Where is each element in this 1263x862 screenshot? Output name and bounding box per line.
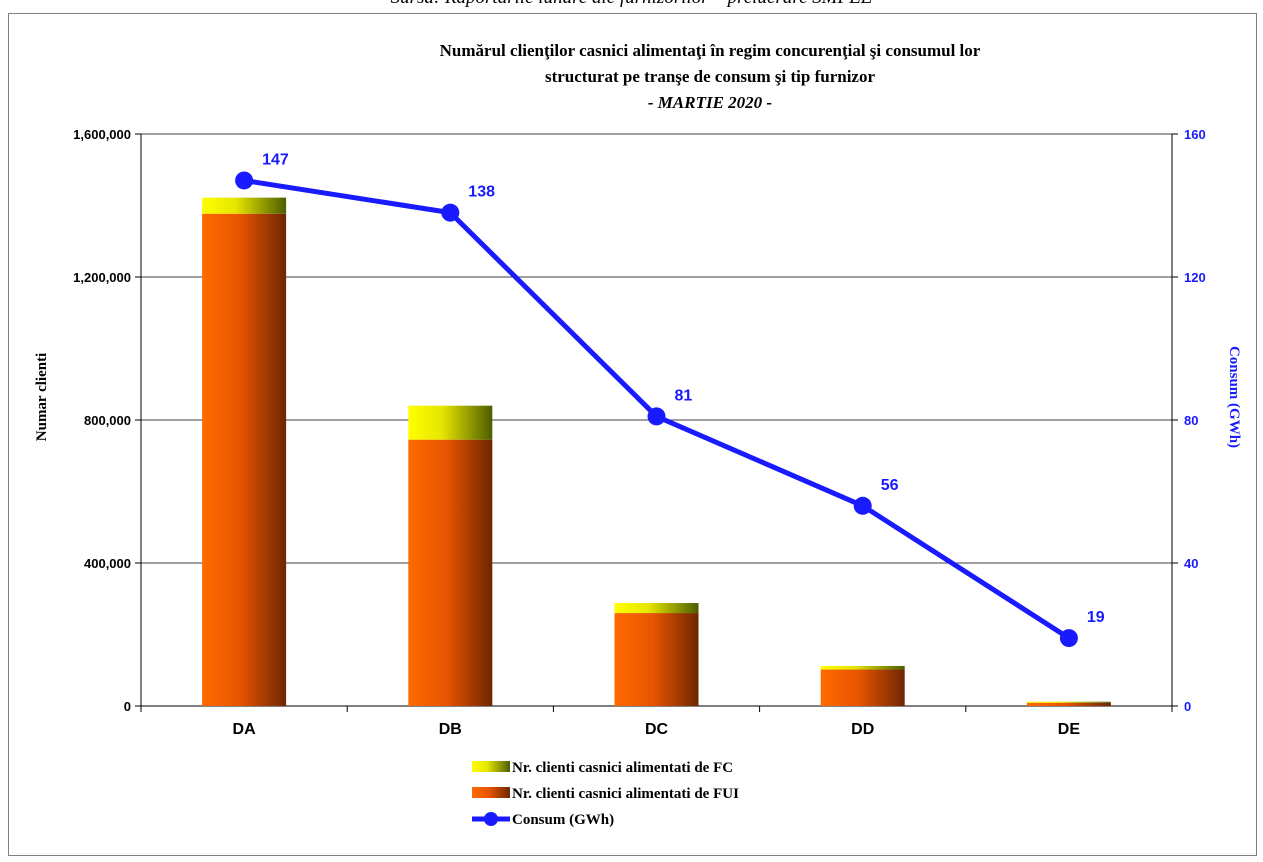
line-point [1059,629,1078,648]
x-tick-label: DA [233,721,257,738]
chart-subtitle: - MARTIE 2020 - [648,93,773,112]
bar-fc [1026,701,1111,703]
y-tick-label: 0 [124,699,131,714]
legend-label: Nr. clienti casnici alimentati de FUI [512,786,739,802]
chart-title: Numărul clienţilor casnici alimentaţi în… [440,41,981,60]
line-point [647,407,666,426]
bar-fui [202,213,287,706]
source-caption: Sursa: Raportările lunare ale furnizoril… [0,0,1263,9]
legend-swatch-fc [472,761,510,772]
y-axis-title: Numar clienti [34,353,50,441]
x-tick-label: DC [645,721,669,738]
y-tick-label: 400,000 [84,556,131,571]
data-label: 138 [468,184,495,201]
x-tick-label: DE [1058,721,1081,738]
y-right-tick-label: 160 [1184,127,1206,142]
y-right-tick-label: 80 [1184,413,1198,428]
x-tick-label: DB [439,721,462,738]
y-tick-label: 1,600,000 [73,127,131,142]
y-axis-right-title: Consum (GWh) [1226,346,1242,448]
chart-title-line2: structurat pe tranşe de consum şi tip fu… [545,67,876,86]
data-label: 19 [1087,609,1105,626]
bar-fc [614,603,699,614]
data-label: 56 [881,477,899,494]
plot-area: 0 400,000 800,000 1,200,000 1,600,000 0 40 80 12… [73,127,1206,738]
bar-fui [614,613,699,706]
legend: Nr. clienti casnici alimentati de FC Nr. … [472,760,739,828]
bar-fui [408,439,493,706]
legend-label: Nr. clienti casnici alimentati de FC [512,760,733,776]
bar-fui [1026,702,1111,706]
legend-swatch-fui [472,787,510,798]
data-label: 81 [675,387,693,404]
y-tick-label: 800,000 [84,413,131,428]
line-point [235,171,254,190]
bar-fui [820,669,905,706]
y-tick-label: 1,200,000 [73,270,131,285]
legend-label: Consum (GWh) [512,812,614,828]
y-right-tick-label: 0 [1184,699,1191,714]
legend-swatch-marker [484,812,498,826]
bar-fc [202,197,287,214]
line-point [441,203,460,222]
y-right-tick-label: 40 [1184,556,1198,571]
bar-fc [408,405,493,440]
line-point [853,496,872,515]
data-label: 147 [262,151,289,168]
x-tick-label: DD [851,721,874,738]
bar-fc [820,665,905,670]
y-right-tick-label: 120 [1184,270,1206,285]
